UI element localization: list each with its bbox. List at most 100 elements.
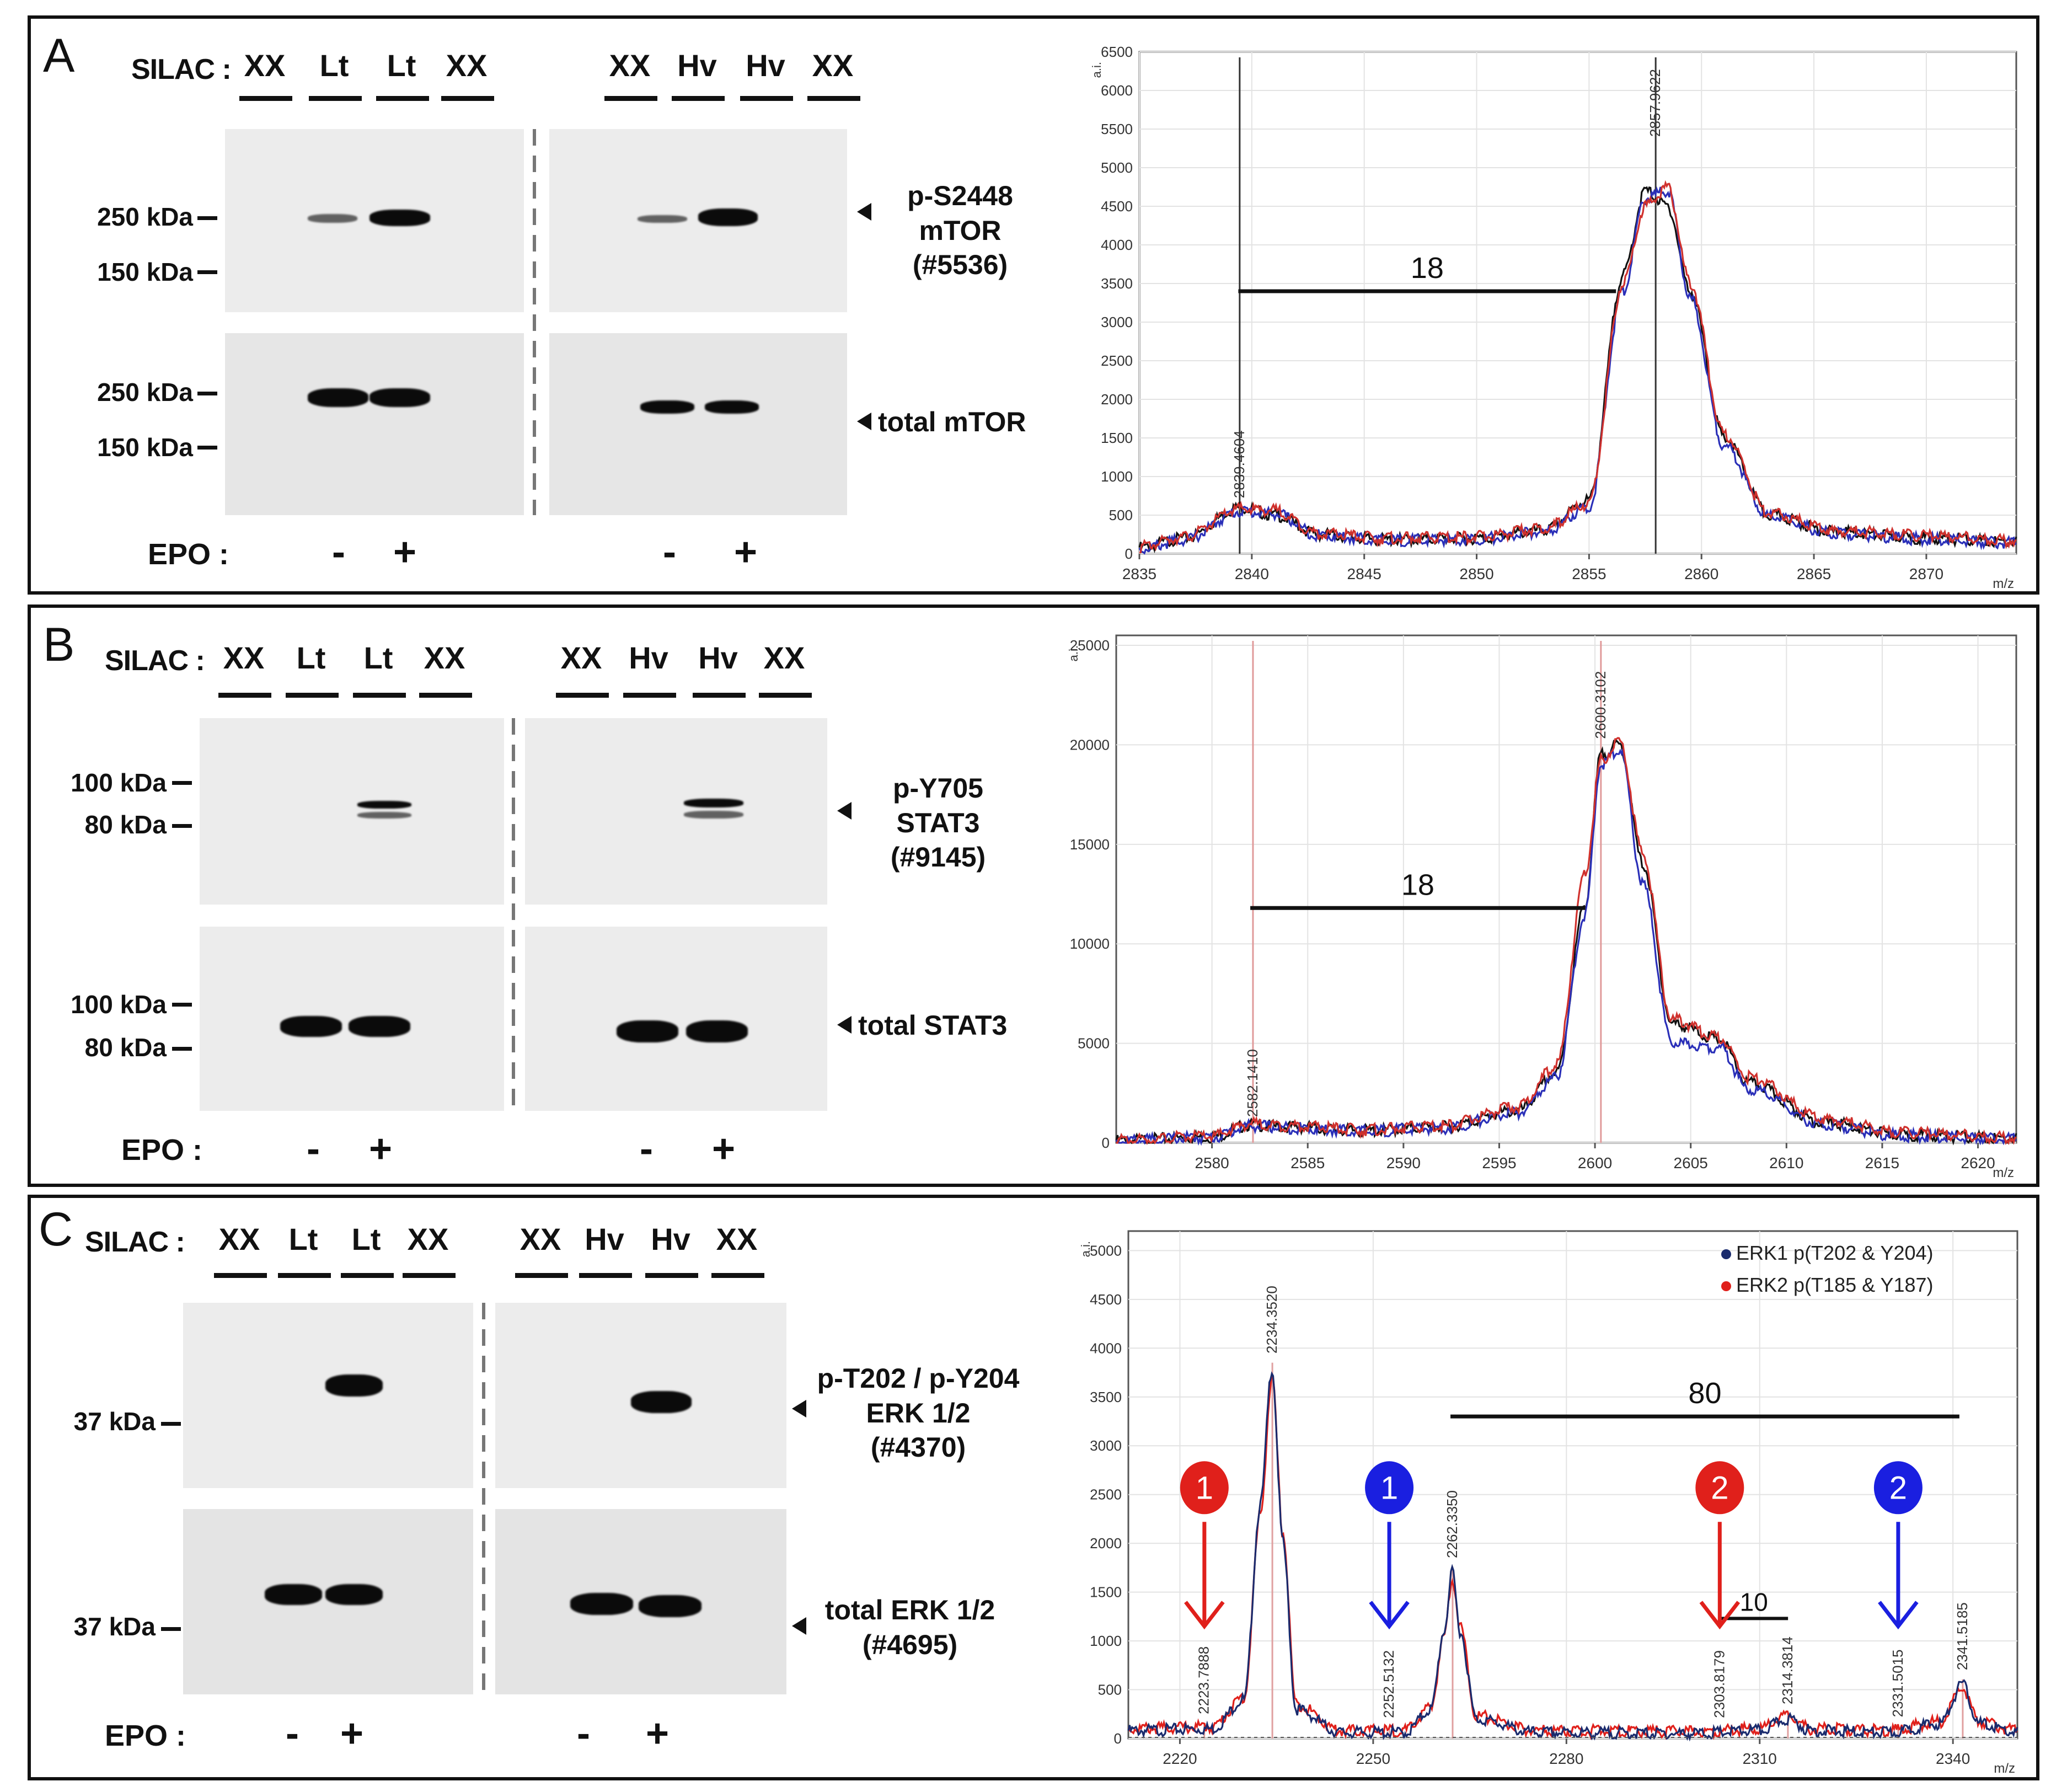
x-tick-label: 2865 [1797, 565, 1831, 582]
western-blot-image [225, 333, 524, 515]
y-tick-label: 6000 [1101, 82, 1133, 99]
peak-label: 2839.4604 [1231, 430, 1247, 498]
blot-target-label: p-T202 / p-Y204 ERK 1/2 (#4370) [817, 1363, 1020, 1463]
lane-label: Lt [387, 48, 416, 83]
y-axis-label: a.i. [1079, 1241, 1093, 1257]
mw-marker: 100 kDa [71, 768, 167, 797]
peak-label: 2600.3102 [1592, 671, 1609, 739]
y-tick-label: 25000 [1070, 637, 1110, 654]
y-tick-label: 3000 [1090, 1437, 1122, 1454]
x-tick-label: 2620 [1961, 1154, 1995, 1172]
x-tick-label: 2280 [1549, 1750, 1583, 1767]
lane-line [604, 96, 657, 101]
y-axis-label: a.i. [1067, 645, 1080, 661]
western-blot-image [183, 1303, 473, 1488]
mw-marker: 37 kDa [73, 1612, 156, 1641]
western-blot-image [183, 1509, 473, 1694]
peak-label: 2857.9622 [1647, 69, 1663, 137]
epo-sign: - [307, 1127, 320, 1171]
peak-label: 2331.5015 [1889, 1649, 1906, 1717]
mw-tick [161, 1422, 181, 1426]
lane-line [419, 693, 472, 698]
western-blot-image [549, 129, 847, 312]
spectrum-series-line [1127, 1371, 2018, 1742]
epo-label: EPO : [121, 1133, 203, 1167]
lane-line [807, 96, 860, 101]
lane-label: Lt [363, 640, 393, 675]
legend-marker [1721, 1281, 1731, 1291]
blot-target-label: total ERK 1/2 (#4695) [824, 1595, 995, 1660]
lane-label: XX [223, 640, 265, 675]
peak-label: 2314.3814 [1779, 1636, 1796, 1704]
lane-line [711, 1273, 764, 1278]
epo-sign: - [332, 530, 345, 574]
y-tick-label: 3000 [1101, 314, 1133, 330]
y-tick-label: 4000 [1101, 237, 1133, 253]
x-tick-label: 2580 [1195, 1154, 1229, 1172]
y-tick-label: 4000 [1090, 1340, 1122, 1356]
plot-frame [1115, 634, 2017, 1144]
legend-label: ERK2 p(T185 & Y187) [1736, 1274, 1934, 1296]
lane-line [239, 96, 292, 101]
x-tick-label: 2600 [1578, 1154, 1612, 1172]
y-tick-label: 4500 [1101, 198, 1133, 215]
mw-marker: 80 kDa [84, 1033, 167, 1062]
lane-label: XX [218, 1222, 260, 1256]
y-tick-label: 1500 [1090, 1584, 1122, 1601]
lane-line [286, 693, 339, 698]
mw-tick [161, 1627, 181, 1631]
legend-label: ERK1 p(T202 & Y204) [1736, 1242, 1934, 1264]
lane-label: Hv [698, 640, 738, 675]
y-tick-label: 5000 [1101, 159, 1133, 176]
y-tick-label: 1000 [1101, 468, 1133, 485]
lane-label: Hv [677, 48, 717, 83]
epo-sign: + [733, 530, 758, 574]
epo-sign: - [663, 530, 676, 574]
mw-marker: 37 kDa [73, 1407, 156, 1436]
lane-line [278, 1273, 331, 1278]
blot-target-label: p-S2448 mTOR (#5536) [907, 180, 1013, 280]
peak-label: 2303.8179 [1711, 1650, 1728, 1718]
y-tick-label: 2500 [1090, 1486, 1122, 1503]
mw-marker: 150 kDa [97, 258, 193, 286]
x-tick-label: 2250 [1356, 1750, 1390, 1767]
panel-a: A SILAC : XX Lt Lt XX XX Hv Hv XX 250 kD… [28, 15, 2039, 595]
mw-marker: 100 kDa [71, 990, 167, 1019]
y-tick-label: 0 [1102, 1135, 1110, 1151]
down-arrow-icon [1878, 1601, 1919, 1630]
mass-shift-label: 18 [1401, 868, 1434, 901]
lane-separator [512, 718, 515, 1111]
isoform-number-badge [1365, 1461, 1414, 1515]
x-tick-label: 2585 [1290, 1154, 1325, 1172]
mw-marker: 250 kDa [97, 378, 193, 406]
x-tick-label: 2855 [1572, 565, 1606, 582]
x-axis-label: m/z [1994, 1761, 2015, 1776]
blot-target-label: p-Y705 STAT3 (#9145) [890, 773, 986, 873]
peak-label: 2582.1410 [1244, 1049, 1261, 1117]
arrowhead-icon [837, 1016, 852, 1034]
panel-label: B [43, 618, 75, 671]
lane-separator [533, 129, 536, 515]
x-tick-label: 2590 [1386, 1154, 1421, 1172]
mass-shift-label: 18 [1411, 252, 1444, 285]
x-tick-label: 2310 [1743, 1750, 1777, 1767]
lane-label: Hv [629, 640, 668, 675]
arrowhead-icon [837, 802, 852, 820]
lane-line [740, 96, 793, 101]
lane-label: Hv [585, 1222, 624, 1256]
lane-label: XX [424, 640, 465, 675]
panel-b: B SILAC : XX Lt Lt XX XX Hv Hv XX 100 kD… [28, 605, 2039, 1187]
arrowhead-icon [857, 203, 871, 221]
mw-tick [172, 781, 192, 785]
x-tick-label: 2595 [1482, 1154, 1516, 1172]
plot-frame [1127, 1230, 2018, 1740]
plot-frame [1138, 51, 2017, 555]
panel-c: C SILAC : XX Lt Lt XX XX Hv Hv XX 37 kDa… [28, 1195, 2039, 1780]
isoform-number: 2 [1711, 1470, 1728, 1506]
lane-line [353, 693, 406, 698]
x-tick-label: 2840 [1235, 565, 1269, 582]
peak-label: 2262.3350 [1444, 1490, 1460, 1558]
lane-line [441, 96, 494, 101]
epo-sign: - [640, 1127, 653, 1171]
y-tick-label: 2500 [1101, 352, 1133, 369]
